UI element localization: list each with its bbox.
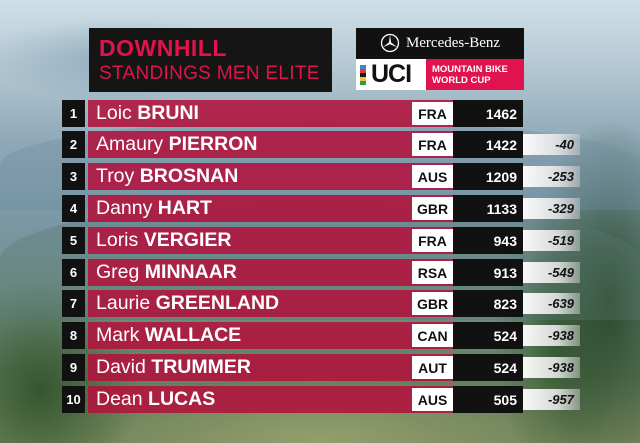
last-name: WALLACE	[144, 324, 242, 346]
sponsor-panel: Mercedes-Benz UCI MOUNTAIN BIKE WORLD CU…	[356, 28, 524, 90]
points: 823	[453, 290, 523, 317]
points: 1133	[453, 195, 523, 222]
points: 913	[453, 259, 523, 286]
first-name: Mark	[96, 324, 140, 346]
first-name: Danny	[96, 197, 153, 219]
points: 505	[453, 386, 523, 413]
last-name: PIERRON	[168, 133, 258, 155]
position: 8	[62, 322, 85, 349]
standings-row: 9 David TRUMMER AUT 524 -938	[62, 354, 624, 381]
uci-logo-text: UCI	[370, 60, 412, 88]
mercedes-logo: Mercedes-Benz	[356, 28, 524, 58]
nation-code: GBR	[412, 197, 453, 220]
rider-name: David TRUMMER	[88, 354, 472, 381]
rider-name: Laurie GREENLAND	[88, 290, 472, 317]
standings-row: 8 Mark WALLACE CAN 524 -938	[62, 322, 624, 349]
points: 1422	[453, 131, 523, 158]
rider-name: Danny HART	[88, 195, 472, 222]
first-name: Troy	[96, 165, 135, 187]
points-gap: -938	[523, 357, 580, 378]
nation-code: AUS	[412, 388, 453, 411]
sponsor-brand: Mercedes-Benz	[405, 34, 501, 51]
points-gap: -639	[523, 293, 580, 314]
last-name: MINNAAR	[144, 261, 237, 283]
nation-code: FRA	[412, 133, 453, 156]
standings-row: 7 Laurie GREENLAND GBR 823 -639	[62, 290, 624, 317]
first-name: Amaury	[96, 133, 164, 155]
nation-code: FRA	[412, 229, 453, 252]
nation-code: GBR	[412, 292, 453, 315]
points-gap: -519	[523, 230, 580, 251]
last-name: HART	[157, 197, 212, 219]
series-line1: MOUNTAIN BIKE	[432, 64, 508, 75]
first-name: Greg	[96, 261, 140, 283]
position: 9	[62, 354, 85, 381]
page-subtitle: STANDINGS MEN ELITE	[99, 63, 320, 84]
last-name: GREENLAND	[155, 292, 280, 314]
nation-code: AUS	[412, 165, 453, 188]
last-name: TRUMMER	[151, 356, 251, 378]
points: 524	[453, 322, 523, 349]
first-name: Dean	[96, 388, 143, 410]
series-line2: WORLD CUP	[432, 75, 491, 86]
position: 7	[62, 290, 85, 317]
points-gap: -329	[523, 198, 580, 219]
position: 1	[62, 100, 85, 127]
first-name: Laurie	[96, 292, 151, 314]
first-name: Loic	[96, 102, 132, 124]
position: 10	[62, 386, 85, 413]
rider-name: Troy BROSNAN	[88, 163, 472, 190]
standings-row: 4 Danny HART GBR 1133 -329	[62, 195, 624, 222]
points-gap: -549	[523, 262, 580, 283]
last-name: BRUNI	[137, 102, 199, 124]
uci-banner: UCI MOUNTAIN BIKE WORLD CUP	[356, 59, 524, 90]
position: 4	[62, 195, 85, 222]
nation-code: RSA	[412, 261, 453, 284]
standings-row: 10 Dean LUCAS AUS 505 -957	[62, 386, 624, 413]
rider-name: Loris VERGIER	[88, 227, 472, 254]
points: 1209	[453, 163, 523, 190]
rider-name: Dean LUCAS	[88, 386, 472, 413]
uci-stripes-icon	[360, 65, 366, 85]
standings-row: 5 Loris VERGIER FRA 943 -519	[62, 227, 624, 254]
points: 524	[453, 354, 523, 381]
series-label: MOUNTAIN BIKE WORLD CUP	[426, 59, 524, 90]
nation-code: FRA	[412, 102, 453, 125]
first-name: David	[96, 356, 146, 378]
uci-logo: UCI	[356, 59, 426, 90]
last-name: LUCAS	[148, 388, 216, 410]
rider-name: Amaury PIERRON	[88, 131, 472, 158]
standings-row: 3 Troy BROSNAN AUS 1209 -253	[62, 163, 624, 190]
points: 943	[453, 227, 523, 254]
points-gap: -957	[523, 389, 580, 410]
last-name: BROSNAN	[139, 165, 239, 187]
mercedes-star-icon	[380, 33, 400, 53]
title-panel: DOWNHILL STANDINGS MEN ELITE	[89, 28, 332, 92]
position: 5	[62, 227, 85, 254]
rider-name: Mark WALLACE	[88, 322, 472, 349]
nation-code: CAN	[412, 324, 453, 347]
standings-row: 2 Amaury PIERRON FRA 1422 -40	[62, 131, 624, 158]
points-gap: -938	[523, 325, 580, 346]
standings-row: 6 Greg MINNAAR RSA 913 -549	[62, 259, 624, 286]
position: 3	[62, 163, 85, 190]
rider-name: Greg MINNAAR	[88, 259, 472, 286]
position: 2	[62, 131, 85, 158]
first-name: Loris	[96, 229, 139, 251]
points: 1462	[453, 100, 523, 127]
points-gap: -253	[523, 166, 580, 187]
nation-code: AUT	[412, 356, 453, 379]
last-name: VERGIER	[143, 229, 232, 251]
position: 6	[62, 259, 85, 286]
page-title: DOWNHILL	[99, 35, 227, 61]
standings-row: 1 Loic BRUNI FRA 1462	[62, 100, 624, 127]
rider-name: Loic BRUNI	[88, 100, 472, 127]
points-gap: -40	[523, 134, 580, 155]
